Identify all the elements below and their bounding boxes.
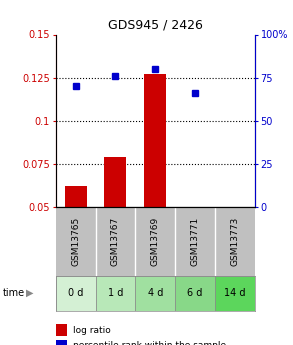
Bar xyxy=(144,74,166,207)
Text: 6 d: 6 d xyxy=(188,288,203,298)
Bar xyxy=(224,207,246,257)
Text: GSM13771: GSM13771 xyxy=(191,217,200,266)
Text: GSM13765: GSM13765 xyxy=(71,217,80,266)
Bar xyxy=(184,207,206,248)
Text: 1 d: 1 d xyxy=(108,288,123,298)
Bar xyxy=(96,276,135,310)
Bar xyxy=(175,276,215,310)
Text: 0 d: 0 d xyxy=(68,288,83,298)
Text: GSM13769: GSM13769 xyxy=(151,217,160,266)
Text: GSM13773: GSM13773 xyxy=(231,217,239,266)
Text: percentile rank within the sample: percentile rank within the sample xyxy=(73,341,226,345)
Bar xyxy=(215,276,255,310)
Bar xyxy=(135,276,175,310)
Text: log ratio: log ratio xyxy=(73,326,111,335)
Text: ▶: ▶ xyxy=(26,288,34,298)
Bar xyxy=(65,186,86,207)
Text: 14 d: 14 d xyxy=(224,288,246,298)
Text: time: time xyxy=(3,288,25,298)
Title: GDS945 / 2426: GDS945 / 2426 xyxy=(108,19,203,32)
Bar xyxy=(56,276,96,310)
Text: GSM13767: GSM13767 xyxy=(111,217,120,266)
Bar xyxy=(105,157,126,207)
Text: 4 d: 4 d xyxy=(148,288,163,298)
